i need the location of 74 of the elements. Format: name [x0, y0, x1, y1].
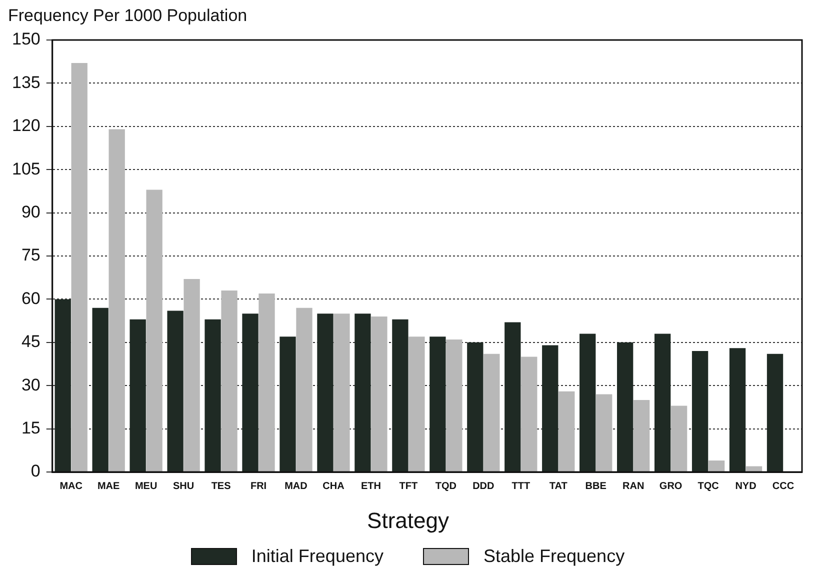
bar — [354, 314, 371, 472]
y-tick-label: 135 — [12, 72, 40, 92]
bar — [654, 334, 671, 472]
bar — [692, 351, 708, 472]
y-axis-title: Frequency Per 1000 Population — [8, 6, 248, 26]
bar — [280, 336, 296, 472]
x-tick-label: DDD — [472, 480, 494, 492]
bar — [484, 354, 500, 472]
y-tick-label: 60 — [21, 288, 40, 308]
bar — [242, 314, 258, 472]
x-tick-label: TQD — [435, 480, 456, 492]
x-tick-label: SHU — [172, 480, 194, 492]
bar — [467, 342, 484, 472]
x-tick-label: MAE — [97, 480, 120, 492]
x-axis-title: Strategy — [366, 508, 450, 534]
bar — [108, 129, 125, 472]
x-tick-label: BBE — [585, 480, 607, 492]
bar — [746, 466, 762, 472]
bar — [408, 336, 425, 472]
y-tick-label: 30 — [21, 375, 40, 394]
bar — [54, 299, 71, 472]
bar — [130, 319, 146, 472]
x-tick-label: TTT — [512, 480, 530, 492]
bar — [729, 348, 746, 472]
x-tick-label: TQC — [698, 480, 719, 492]
x-tick-label: NYD — [735, 480, 756, 492]
x-tick-label: MEU — [134, 480, 158, 492]
bar — [184, 279, 200, 472]
bar — [258, 293, 275, 472]
y-tick-label: 150 — [12, 30, 40, 49]
y-tick-label: 45 — [21, 332, 40, 352]
bar — [204, 319, 221, 472]
x-tick-label: CHA — [322, 480, 344, 492]
x-tick-label: MAC — [60, 480, 82, 492]
legend-label: Initial Frequency — [251, 546, 384, 567]
legend-label: Stable Frequency — [483, 546, 625, 567]
bar — [317, 314, 334, 472]
bar — [430, 336, 446, 472]
bar — [71, 63, 88, 472]
bar — [596, 394, 612, 472]
bar — [670, 406, 688, 472]
y-tick-label: 75 — [21, 246, 40, 265]
x-tick-label: RAN — [622, 480, 644, 492]
y-tick-label: 15 — [21, 418, 40, 438]
y-tick-label: 105 — [12, 159, 40, 178]
bar — [766, 354, 784, 472]
bar — [617, 342, 634, 472]
bar — [521, 356, 538, 472]
x-tick-label: GRO — [659, 480, 682, 492]
y-tick-label: 120 — [12, 116, 40, 136]
bar — [580, 334, 596, 472]
bar — [446, 340, 462, 472]
bar — [558, 391, 575, 472]
bar — [296, 308, 312, 472]
bar — [334, 314, 350, 472]
bar — [504, 322, 521, 472]
bar — [167, 310, 184, 472]
bar — [392, 319, 408, 472]
x-tick-label: ETH — [360, 480, 381, 492]
y-tick-label: 90 — [21, 202, 40, 222]
bar — [92, 308, 108, 472]
bar — [708, 460, 725, 472]
x-tick-label: MAD — [284, 480, 308, 492]
bar — [221, 290, 238, 472]
bar — [633, 400, 650, 472]
y-tick-label: 0 — [30, 462, 40, 481]
x-tick-label: TFT — [399, 480, 418, 492]
x-tick-label: TES — [211, 480, 232, 492]
x-tick-label: TAT — [549, 480, 568, 492]
bar — [146, 190, 162, 472]
bar — [542, 345, 558, 472]
x-tick-label: FRI — [250, 480, 267, 492]
x-tick-label: CCC — [772, 480, 794, 492]
bar — [371, 316, 388, 472]
